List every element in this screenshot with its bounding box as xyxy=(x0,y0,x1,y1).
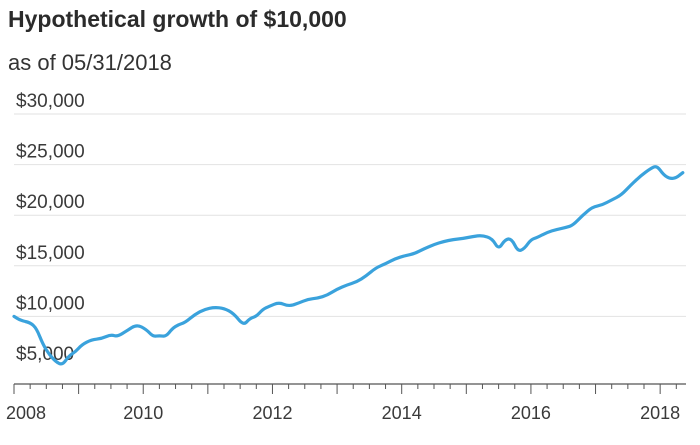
x-tick-label: 2012 xyxy=(252,403,292,423)
series-layer xyxy=(12,165,685,366)
x-axis: 2008 2010 2012 2014 2016 2018 xyxy=(6,383,686,423)
chart-title: Hypothetical growth of $10,000 xyxy=(8,6,347,32)
y-tick-label: $15,000 xyxy=(16,243,85,264)
x-tick-label: 2010 xyxy=(123,403,163,423)
y-tick-label: $5,000 xyxy=(16,344,74,365)
y-tick-label: $10,000 xyxy=(16,293,85,314)
chart-subtitle: as of 05/31/2018 xyxy=(8,50,172,75)
y-axis-tick-labels: $5,000 $10,000 $15,000 $20,000 $25,000 $30,00… xyxy=(16,91,85,365)
growth-line xyxy=(12,165,685,366)
x-tick-label: 2014 xyxy=(382,403,422,423)
y-tick-label: $25,000 xyxy=(16,142,85,163)
y-tick-label: $30,000 xyxy=(16,91,85,112)
grid-lines xyxy=(14,113,686,317)
x-tick-label: 2018 xyxy=(640,403,680,423)
x-tick-label: 2008 xyxy=(6,403,46,423)
x-tick-label: 2016 xyxy=(511,403,551,423)
y-tick-label: $20,000 xyxy=(16,192,85,213)
